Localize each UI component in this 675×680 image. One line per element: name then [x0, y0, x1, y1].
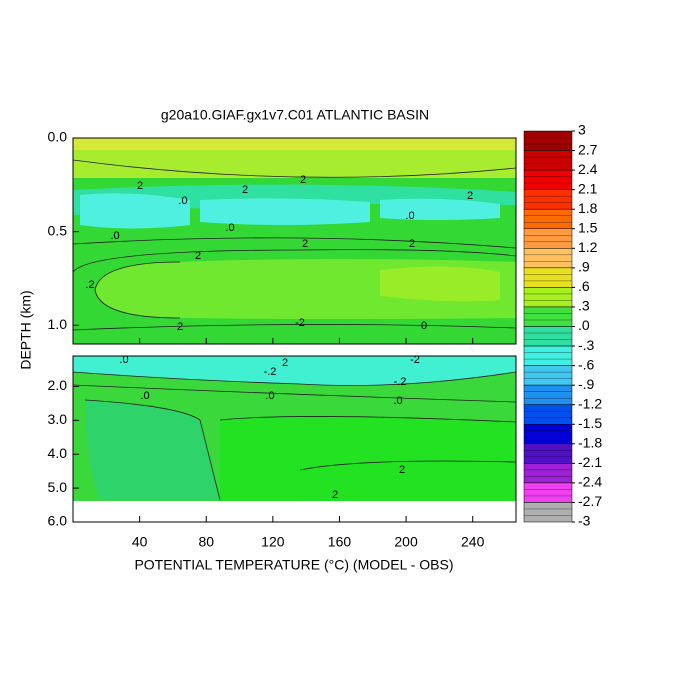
y-tick-label: 0.5: [48, 222, 68, 238]
contour-label: .0: [265, 390, 274, 402]
colorbar-box: [523, 248, 573, 269]
colorbar-box: [523, 424, 573, 445]
colorbar-label: .3: [578, 298, 590, 314]
colorbar-box: [523, 130, 573, 151]
colorbar-label: -2.7: [578, 493, 602, 509]
panel-frame: [72, 355, 517, 523]
contour-label: .0: [140, 390, 149, 402]
colorbar-label: -.3: [578, 337, 595, 353]
contour-label: .0: [178, 195, 187, 207]
colorbar-box: [523, 365, 573, 386]
colorbar-box: [523, 463, 573, 484]
panel-frame: [72, 137, 517, 345]
y-axis-label: DEPTH (km): [18, 290, 34, 369]
colorbar-box: [523, 345, 573, 366]
contour-label: .0: [405, 210, 414, 222]
contour-label: 2: [302, 238, 308, 250]
colorbar-box: [523, 404, 573, 425]
field-area: [200, 198, 370, 225]
colorbar-label: -3: [578, 513, 591, 529]
colorbar-label: -2.1: [578, 454, 602, 470]
colorbar-label: .9: [578, 259, 590, 275]
contour-label: 2: [409, 238, 415, 250]
colorbar-label: -.9: [578, 376, 595, 392]
y-tick-label: 5.0: [48, 479, 68, 495]
colorbar-box: [523, 287, 573, 308]
contour-label: 2: [282, 357, 288, 369]
colorbar-label: -1.2: [578, 395, 602, 411]
colorbar-label: 2.7: [578, 141, 598, 157]
colorbar-box: [523, 208, 573, 229]
contour-label: .0: [225, 222, 234, 234]
contour-label: 2: [300, 174, 306, 186]
contour-line: [72, 159, 517, 331]
colorbar-box: [523, 306, 573, 327]
colorbar-label: .0: [578, 317, 590, 333]
lower-field: [72, 356, 517, 501]
contour-label: -2: [295, 317, 305, 329]
colorbar-label: -1.5: [578, 415, 602, 431]
contour-label: 2: [467, 190, 473, 202]
x-tick-label: 40: [132, 534, 148, 550]
field-area: [220, 416, 516, 501]
colorbar-box: [523, 267, 573, 288]
x-tick-label: 240: [461, 534, 485, 550]
colorbar-label: 3: [578, 122, 586, 138]
contour-label: 2: [177, 321, 183, 333]
colorbar-label: 1.5: [578, 219, 598, 235]
y-tick-label: 3.0: [48, 411, 68, 427]
contour-label: 2: [332, 489, 338, 501]
contour-label: 2: [399, 464, 405, 476]
chart-title: g20a10.GIAF.gx1v7.C01 ATLANTIC BASIN: [161, 107, 429, 123]
field-area: [380, 266, 500, 302]
y-tick-label: 2.0: [48, 377, 68, 393]
colorbar-box: [523, 482, 573, 503]
colorbar-box: [523, 228, 573, 249]
contour-label: 2: [195, 250, 201, 262]
contour-label: -.2: [394, 376, 407, 388]
colorbar-box: [523, 150, 573, 171]
contour-label: -.2: [264, 366, 277, 378]
contour-label: .0: [119, 354, 128, 366]
colorbar-box: [523, 384, 573, 405]
x-tick-label: 160: [328, 534, 352, 550]
colorbar-box: [523, 189, 573, 210]
contour-label: 2: [242, 184, 248, 196]
field-area: [85, 400, 220, 500]
colorbar-box: [523, 326, 573, 347]
colorbar-label: .6: [578, 278, 590, 294]
colorbar-label: -.6: [578, 356, 595, 372]
field-area: [73, 138, 516, 150]
x-tick-label: 200: [394, 534, 418, 550]
contour-label: .2: [85, 279, 94, 291]
x-tick-label: 80: [198, 534, 214, 550]
colorbar-box: [523, 443, 573, 464]
field-area: [73, 356, 516, 386]
y-tick-label: 1.0: [48, 316, 68, 332]
colorbar-box: [523, 502, 573, 523]
y-tick-label: 4.0: [48, 445, 68, 461]
field-area: [80, 193, 190, 229]
field-area: [380, 198, 500, 220]
contour-label: 0: [421, 320, 427, 332]
contour-label: .0: [393, 395, 402, 407]
colorbar-label: 1.2: [578, 239, 598, 255]
x-tick-label: 120: [261, 534, 285, 550]
colorbar-label: 1.8: [578, 200, 598, 216]
contour-line: [72, 371, 517, 501]
colorbar-label: -1.8: [578, 435, 602, 451]
contour-label: 2: [137, 180, 143, 192]
x-axis-label: POTENTIAL TEMPERATURE (°C) (MODEL - OBS): [134, 557, 453, 573]
colorbar-label: 2.4: [578, 161, 598, 177]
colorbar-box: [523, 169, 573, 190]
contour-label: -2: [410, 354, 420, 366]
colorbar-label: -2.4: [578, 474, 602, 490]
y-tick-label: 0.0: [48, 129, 68, 145]
upper-field: [72, 138, 517, 344]
y-tick-label: 6.0: [48, 513, 68, 529]
colorbar-label: 2.1: [578, 180, 598, 196]
contour-label: .0: [110, 230, 119, 242]
